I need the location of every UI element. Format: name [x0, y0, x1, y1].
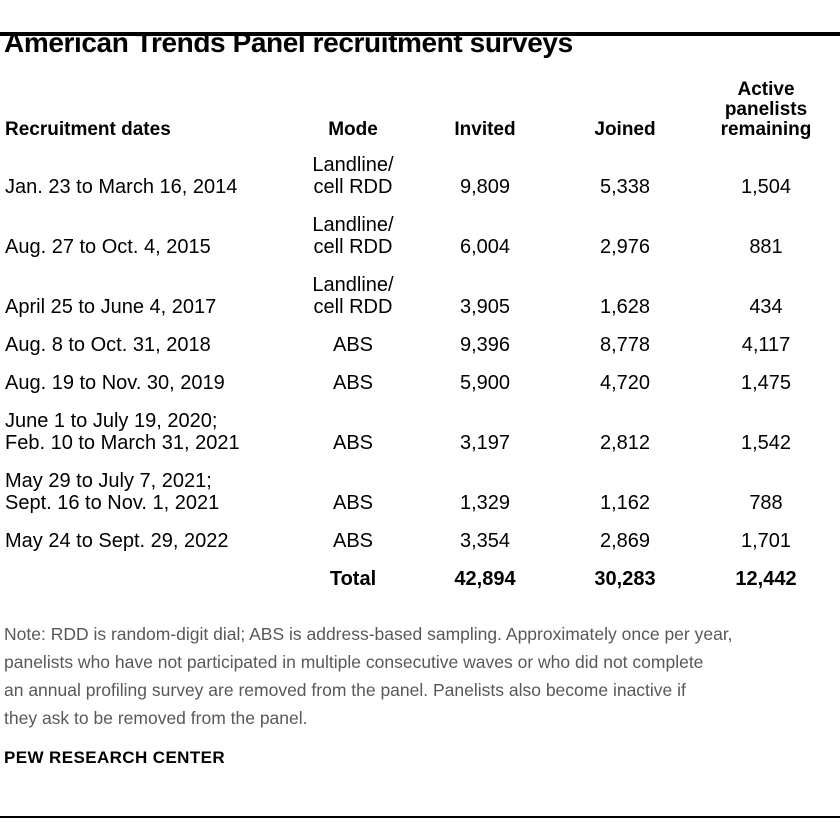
- table-row: Jan. 23 to March 16, 2014 Landline/ cell…: [1, 146, 839, 206]
- table-row: Aug. 19 to Nov. 30, 2019 ABS 5,900 4,720…: [1, 364, 839, 402]
- column-header-recruitment-dates: Recruitment dates: [5, 119, 171, 140]
- cell-dates: May 24 to Sept. 29, 2022: [5, 530, 229, 552]
- column-header-joined: Joined: [594, 119, 656, 140]
- cell-dates: May 29 to July 7, 2021; Sept. 16 to Nov.…: [5, 470, 220, 514]
- cell-invited: 6,004: [459, 236, 511, 258]
- note-text: Note: RDD is random-digit dial; ABS is a…: [4, 624, 733, 728]
- cell-mode: Landline/ cell RDD: [312, 214, 394, 258]
- source-label: PEW RESEARCH CENTER: [4, 748, 226, 767]
- cell-mode: ABS: [332, 530, 374, 552]
- total-remaining: 12,442: [735, 568, 797, 590]
- cell-dates: Jan. 23 to March 16, 2014: [5, 176, 238, 198]
- cell-invited: 3,197: [459, 432, 511, 454]
- cell-remaining: 1,504: [740, 176, 792, 198]
- cell-joined: 2,976: [599, 236, 651, 258]
- table-total-row: Total 42,894 30,283 12,442: [1, 560, 839, 598]
- cell-remaining: 1,475: [740, 372, 792, 394]
- cell-dates: Aug. 19 to Nov. 30, 2019: [5, 372, 225, 394]
- cell-joined: 4,720: [599, 372, 651, 394]
- cell-remaining: 1,542: [740, 432, 792, 454]
- cell-remaining: 1,701: [740, 530, 792, 552]
- cell-remaining: 881: [749, 236, 783, 258]
- cell-invited: 9,396: [459, 334, 511, 356]
- top-rule: [0, 32, 840, 36]
- table-row: April 25 to June 4, 2017 Landline/ cell …: [1, 266, 839, 326]
- column-header-invited: Invited: [454, 119, 516, 140]
- table-row: May 24 to Sept. 29, 2022 ABS 3,354 2,869…: [1, 522, 839, 560]
- cell-dates: April 25 to June 4, 2017: [5, 296, 217, 318]
- total-invited: 42,894: [454, 568, 516, 590]
- cell-joined: 2,869: [599, 530, 651, 552]
- cell-mode: ABS: [332, 432, 374, 454]
- cell-invited: 1,329: [459, 492, 511, 514]
- cell-dates: Aug. 27 to Oct. 4, 2015: [5, 236, 211, 258]
- cell-joined: 2,812: [599, 432, 651, 454]
- table-row: May 29 to July 7, 2021; Sept. 16 to Nov.…: [1, 462, 839, 522]
- cell-remaining: 4,117: [741, 334, 791, 356]
- cell-mode: ABS: [332, 492, 374, 514]
- column-header-active-panelists-remaining: Active panelists remaining: [720, 79, 812, 140]
- cell-joined: 8,778: [599, 334, 651, 356]
- cell-mode: Landline/ cell RDD: [312, 154, 394, 198]
- cell-dates: June 1 to July 19, 2020; Feb. 10 to Marc…: [5, 410, 240, 454]
- cell-invited: 5,900: [459, 372, 511, 394]
- column-header-mode: Mode: [328, 119, 378, 140]
- total-label: Total: [329, 568, 377, 590]
- table-row: Aug. 8 to Oct. 31, 2018 ABS 9,396 8,778 …: [1, 326, 839, 364]
- recruitment-table: Recruitment dates Mode Invited Joined Ac…: [1, 76, 839, 598]
- cell-mode: ABS: [332, 372, 374, 394]
- cell-dates: Aug. 8 to Oct. 31, 2018: [5, 334, 211, 356]
- cell-joined: 5,338: [599, 176, 651, 198]
- cell-invited: 3,905: [459, 296, 511, 318]
- table-header-row: Recruitment dates Mode Invited Joined Ac…: [1, 76, 839, 146]
- cell-remaining: 788: [749, 492, 783, 514]
- table-row: June 1 to July 19, 2020; Feb. 10 to Marc…: [1, 402, 839, 462]
- bottom-rule: [0, 816, 840, 818]
- cell-invited: 3,354: [459, 530, 511, 552]
- table-row: Aug. 27 to Oct. 4, 2015 Landline/ cell R…: [1, 206, 839, 266]
- cell-mode: ABS: [332, 334, 374, 356]
- cell-joined: 1,628: [599, 296, 651, 318]
- cell-mode: Landline/ cell RDD: [312, 274, 394, 318]
- cell-remaining: 434: [749, 296, 783, 318]
- cell-invited: 9,809: [459, 176, 511, 198]
- cell-joined: 1,162: [599, 492, 651, 514]
- total-joined: 30,283: [594, 568, 656, 590]
